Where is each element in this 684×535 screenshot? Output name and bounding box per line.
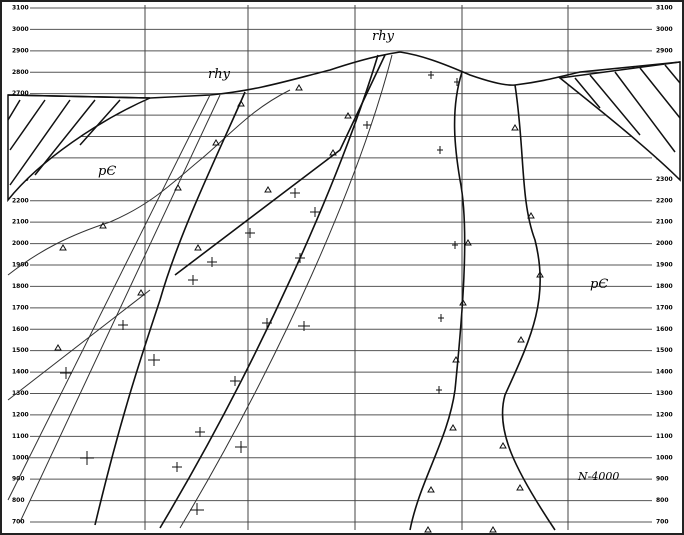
level-label: 1200	[12, 411, 29, 418]
rock-label: rhy	[372, 29, 395, 44]
level-label: 1300	[656, 390, 673, 397]
level-label: 3100	[12, 5, 29, 12]
rock-label: rhy	[208, 67, 231, 82]
geologic-contacts	[7, 51, 681, 531]
level-label: 1700	[656, 304, 673, 311]
level-label: 1000	[656, 454, 673, 461]
level-label: 2000	[656, 240, 673, 247]
level-label: 1600	[656, 326, 673, 333]
level-label: 2900	[656, 47, 673, 54]
section-lines	[144, 5, 569, 530]
level-label: 2300	[656, 176, 673, 183]
level-label: 3100	[656, 5, 673, 12]
level-label: 800	[656, 497, 669, 504]
level-label: 1100	[12, 433, 29, 440]
level-label: 3000	[12, 26, 29, 33]
level-label: 2200	[656, 197, 673, 204]
level-label: 1400	[12, 369, 29, 376]
hatched-wedges	[7, 61, 681, 203]
level-label: 1900	[12, 262, 29, 269]
rock-label: pЄ	[590, 277, 608, 292]
level-label: 700	[12, 519, 25, 526]
level-label: 1800	[656, 283, 673, 290]
level-label: 2900	[12, 47, 29, 54]
level-label: 1100	[656, 433, 673, 440]
level-label: 2100	[12, 219, 29, 226]
level-label: 700	[656, 519, 669, 526]
level-label: 3000	[656, 26, 673, 33]
rock-label: pЄ	[98, 164, 116, 179]
symbols	[54, 71, 544, 533]
level-label: 2000	[12, 240, 29, 247]
level-label: 1500	[656, 347, 673, 354]
level-label: 1500	[12, 347, 29, 354]
level-label: 1900	[656, 262, 673, 269]
level-label: 1400	[656, 369, 673, 376]
level-label: 2800	[12, 69, 29, 76]
level-label: 2700	[12, 90, 29, 97]
level-label: 1800	[12, 283, 29, 290]
level-label: 1000	[12, 454, 29, 461]
level-label: 1700	[12, 304, 29, 311]
level-label: 800	[12, 497, 25, 504]
level-label: 2200	[12, 197, 29, 204]
level-label: 1200	[656, 411, 673, 418]
level-label: 1600	[12, 326, 29, 333]
level-label: 900	[656, 476, 669, 483]
level-label: 1300	[12, 390, 29, 397]
section-label: N-4000	[577, 470, 619, 483]
level-label: 2100	[656, 219, 673, 226]
